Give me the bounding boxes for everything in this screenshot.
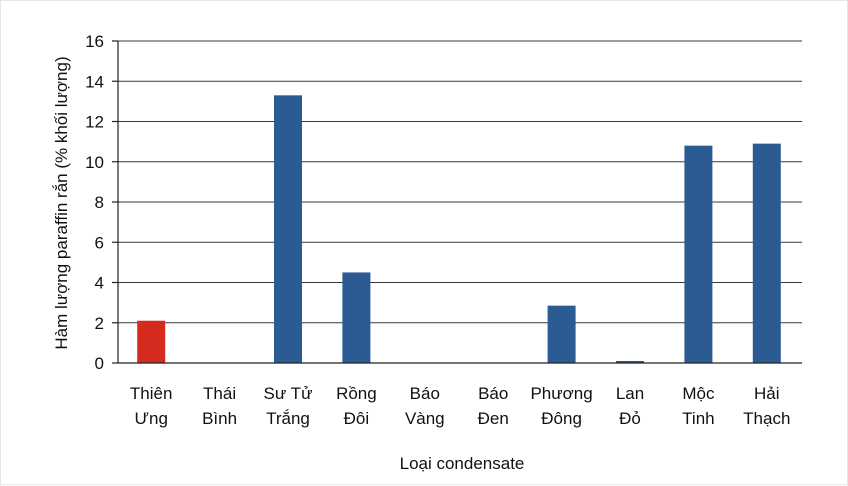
category-line: Mộc xyxy=(682,384,715,403)
y-tick-label: 16 xyxy=(85,32,104,51)
category-line: Đông xyxy=(541,409,582,428)
x-category-label: Thiên Ưng xyxy=(130,384,173,428)
category-line: Lan xyxy=(616,384,644,403)
category-line: Đỏ xyxy=(619,409,641,428)
category-line: Hải xyxy=(754,384,780,403)
category-line: Vàng xyxy=(405,409,445,428)
bar-3 xyxy=(342,272,371,363)
y-tick-label: 4 xyxy=(95,274,104,293)
category-line: Báo xyxy=(478,384,508,403)
x-category-label: Phương Đông xyxy=(530,384,592,428)
bar-9 xyxy=(752,143,781,363)
category-line: Phương xyxy=(530,384,592,403)
y-tick-label: 10 xyxy=(85,153,104,172)
category-line: Trắng xyxy=(266,409,310,428)
x-category-label: Sư Tử Trắng xyxy=(264,384,313,428)
axes xyxy=(112,40,802,364)
y-tick-label: 14 xyxy=(85,72,104,91)
y-tick-label: 2 xyxy=(95,314,104,333)
bar-8 xyxy=(684,145,713,363)
category-line: Bình xyxy=(202,409,237,428)
category-line: Ưng xyxy=(134,409,167,428)
category-line: Báo xyxy=(410,384,440,403)
category-line: Đôi xyxy=(344,409,370,428)
bar-6 xyxy=(547,305,576,363)
x-category-label: Lan Đỏ xyxy=(616,384,644,428)
bars xyxy=(137,95,781,364)
bar-0 xyxy=(137,320,166,363)
y-tick-label: 8 xyxy=(95,193,104,212)
y-tick-labels: 0 2 4 6 8 10 12 14 16 xyxy=(85,32,104,373)
category-line: Thiên xyxy=(130,384,173,403)
x-category-label: Báo Đen xyxy=(478,384,509,428)
category-line: Rồng xyxy=(336,384,377,403)
category-line: Thạch xyxy=(743,409,790,428)
category-line: Sư Tử xyxy=(264,384,313,403)
x-category-label: Rồng Đôi xyxy=(336,384,377,428)
x-axis-title: Loại condensate xyxy=(400,454,525,473)
bar-2 xyxy=(274,95,302,364)
y-tick-label: 0 xyxy=(95,354,104,373)
x-category-label: Hải Thạch xyxy=(743,384,790,428)
bar-7 xyxy=(616,360,644,363)
y-tick-label: 6 xyxy=(95,233,104,252)
category-line: Tinh xyxy=(682,409,714,428)
x-category-labels: Thiên Ưng Thái Bình Sư Tử Trắng Rồng Đôi Báo Vàng… xyxy=(130,384,790,428)
gridlines xyxy=(118,40,802,324)
category-line: Thái xyxy=(203,384,236,403)
y-tick-label: 12 xyxy=(85,113,104,132)
x-category-label: Thái Bình xyxy=(202,384,237,428)
y-axis-title: Hàm lượng paraffin rắn (% khối lượng) xyxy=(52,56,71,349)
x-category-label: Báo Vàng xyxy=(405,384,445,428)
x-category-label: Mộc Tinh xyxy=(682,384,715,428)
category-line: Đen xyxy=(478,409,509,428)
